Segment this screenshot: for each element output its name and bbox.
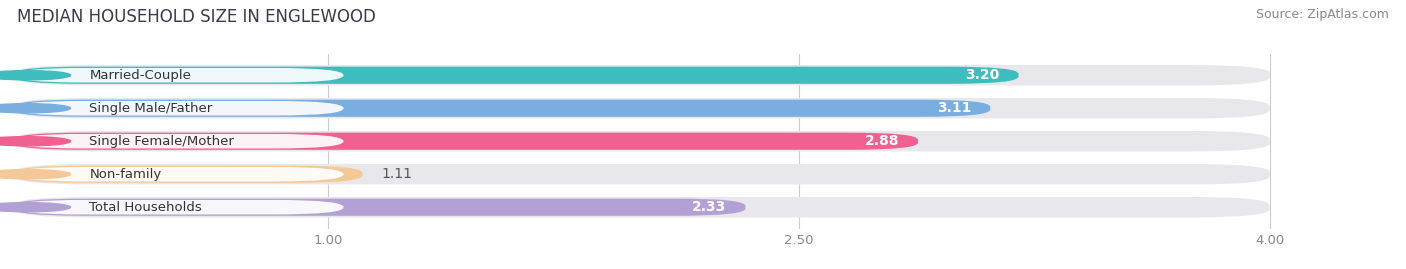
Circle shape bbox=[0, 104, 70, 113]
Text: Married-Couple: Married-Couple bbox=[90, 69, 191, 82]
Text: 2.33: 2.33 bbox=[692, 200, 727, 214]
FancyBboxPatch shape bbox=[14, 65, 1270, 86]
Text: 1.11: 1.11 bbox=[381, 167, 412, 181]
FancyBboxPatch shape bbox=[14, 133, 918, 150]
Text: 3.20: 3.20 bbox=[966, 68, 1000, 82]
FancyBboxPatch shape bbox=[14, 98, 1270, 118]
FancyBboxPatch shape bbox=[14, 68, 343, 83]
FancyBboxPatch shape bbox=[14, 101, 343, 115]
Text: 2.88: 2.88 bbox=[865, 134, 900, 148]
FancyBboxPatch shape bbox=[14, 166, 363, 183]
FancyBboxPatch shape bbox=[14, 134, 343, 148]
Circle shape bbox=[0, 71, 70, 80]
FancyBboxPatch shape bbox=[14, 200, 343, 214]
Text: Total Households: Total Households bbox=[90, 201, 202, 214]
FancyBboxPatch shape bbox=[14, 100, 990, 117]
Circle shape bbox=[0, 169, 70, 179]
Text: Non-family: Non-family bbox=[90, 168, 162, 181]
FancyBboxPatch shape bbox=[14, 67, 1018, 84]
Circle shape bbox=[0, 137, 70, 146]
FancyBboxPatch shape bbox=[14, 164, 1270, 185]
Text: MEDIAN HOUSEHOLD SIZE IN ENGLEWOOD: MEDIAN HOUSEHOLD SIZE IN ENGLEWOOD bbox=[17, 8, 375, 26]
FancyBboxPatch shape bbox=[14, 131, 1270, 151]
FancyBboxPatch shape bbox=[14, 167, 343, 182]
FancyBboxPatch shape bbox=[14, 199, 745, 216]
Text: Source: ZipAtlas.com: Source: ZipAtlas.com bbox=[1256, 8, 1389, 21]
Text: Single Male/Father: Single Male/Father bbox=[90, 102, 212, 115]
Circle shape bbox=[0, 203, 70, 212]
FancyBboxPatch shape bbox=[14, 197, 1270, 217]
Text: Single Female/Mother: Single Female/Mother bbox=[90, 135, 235, 148]
Text: 3.11: 3.11 bbox=[936, 101, 972, 115]
